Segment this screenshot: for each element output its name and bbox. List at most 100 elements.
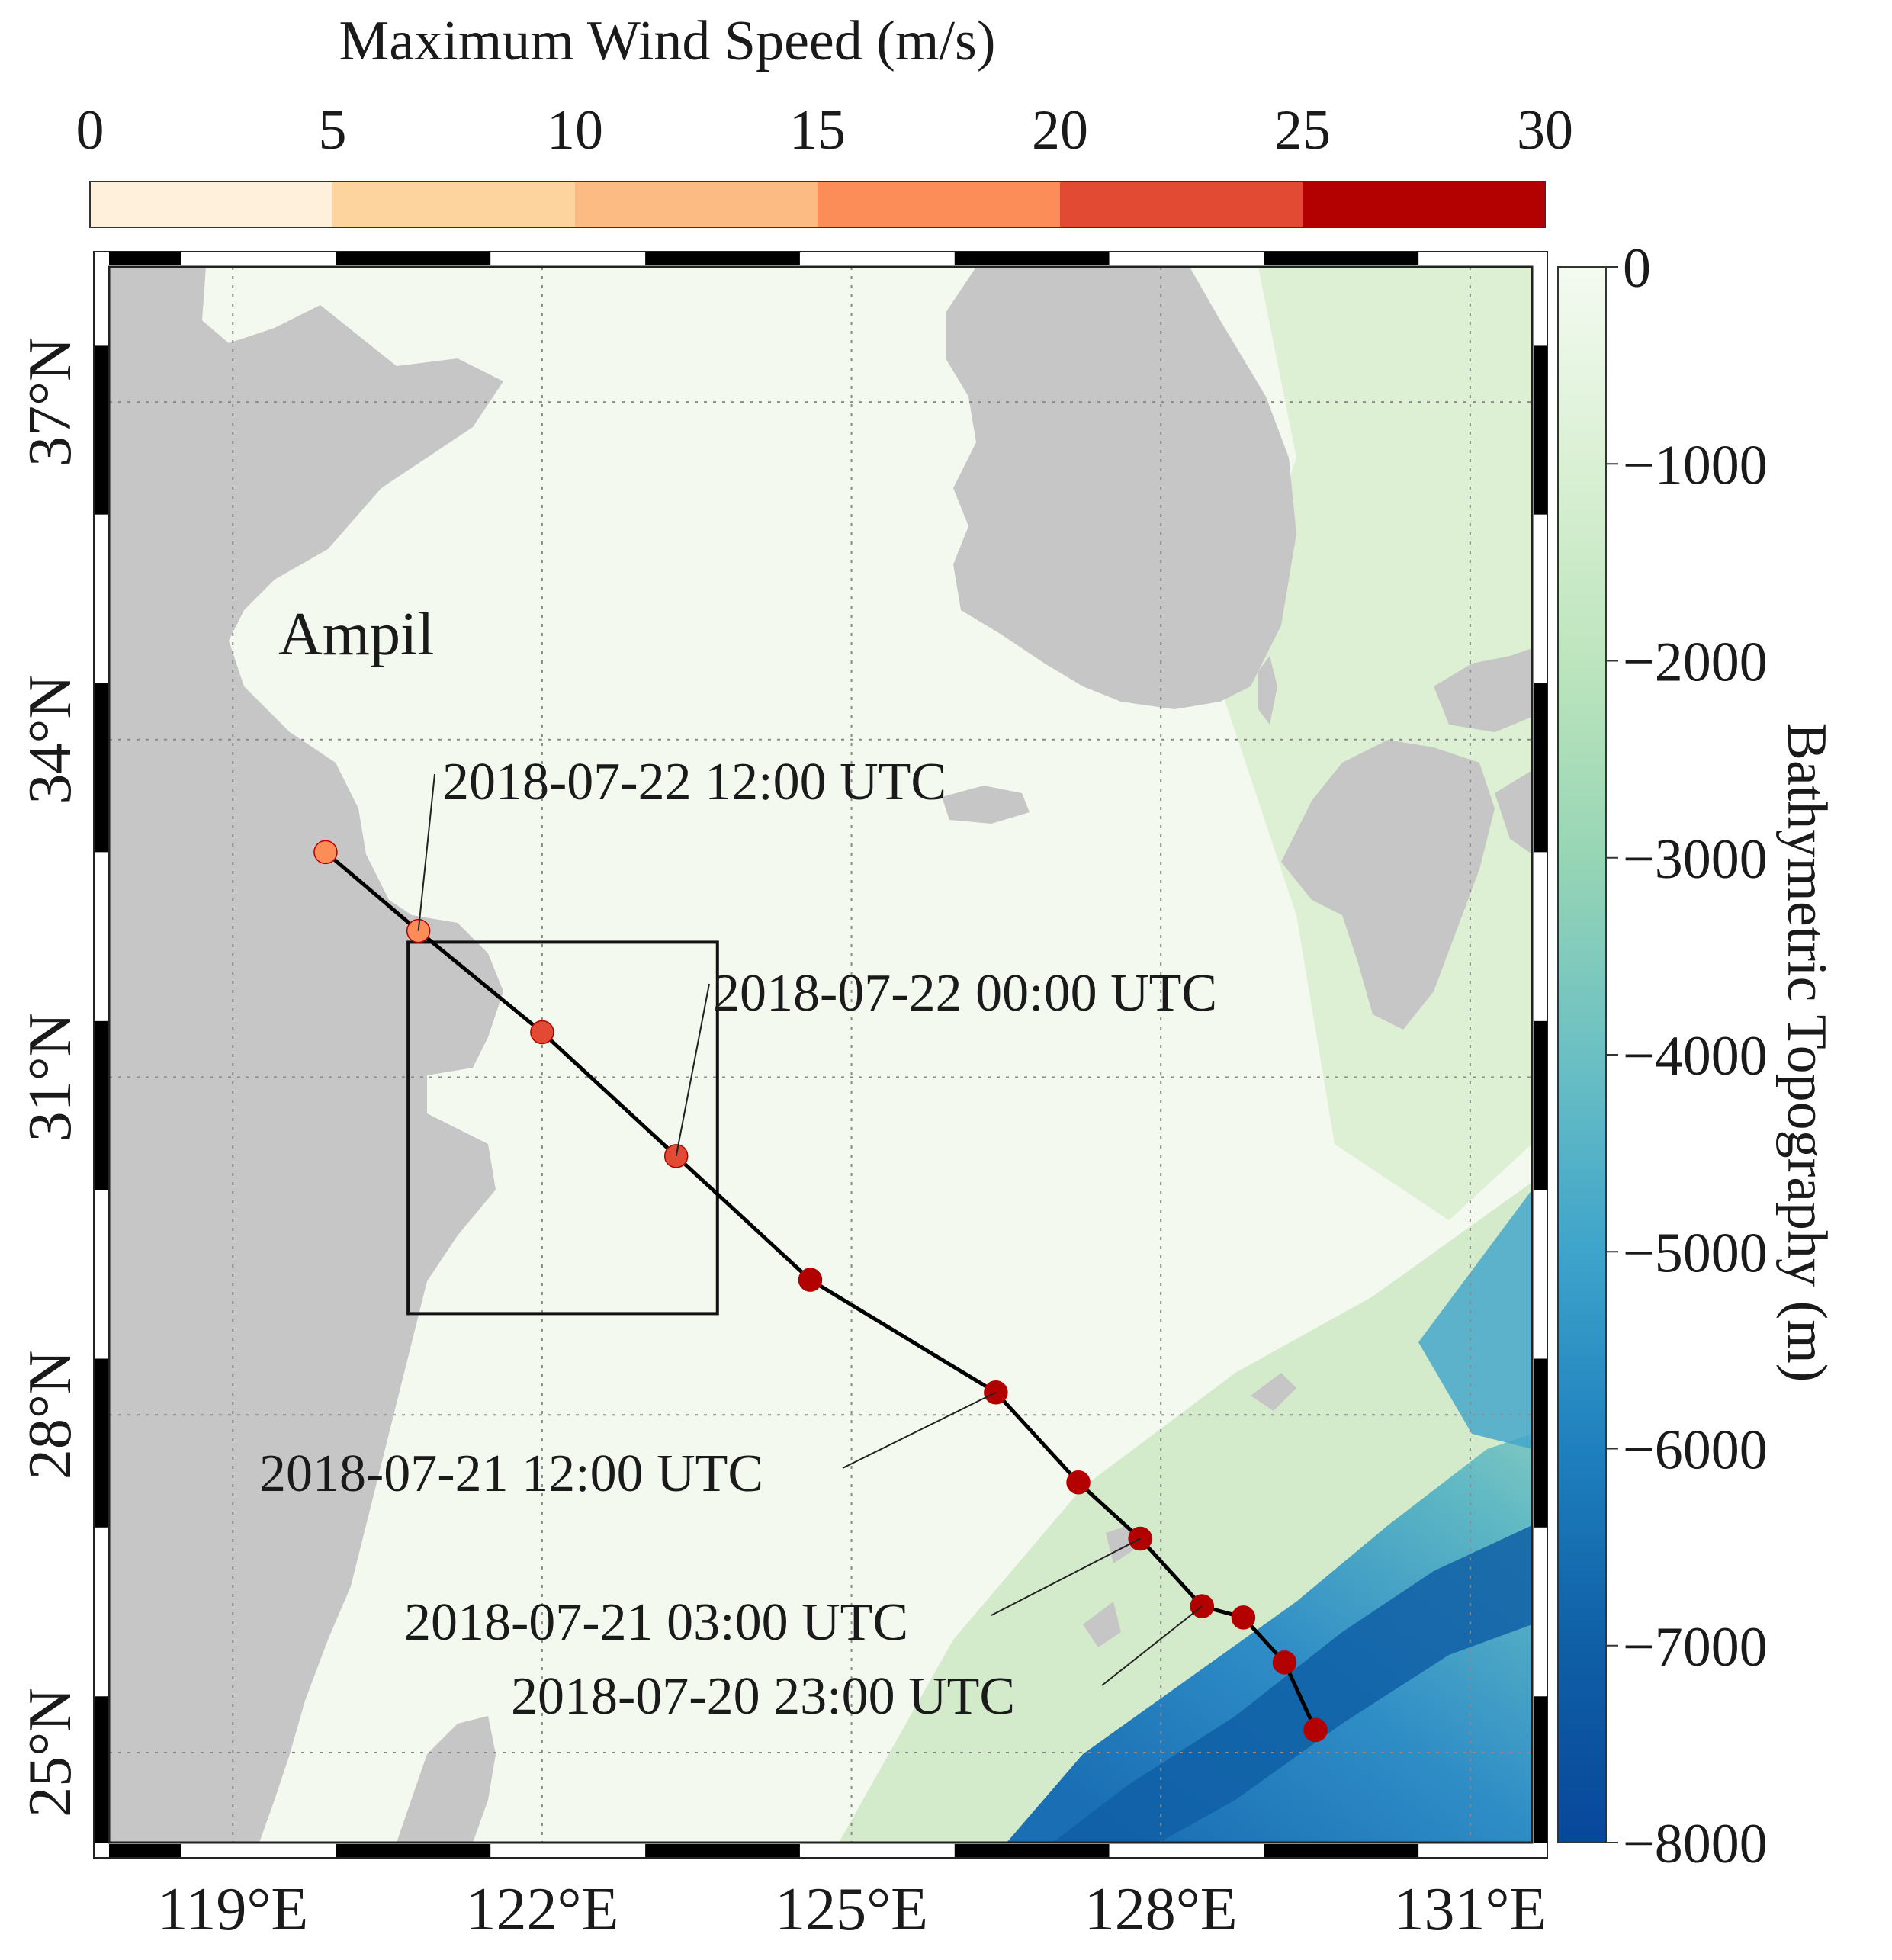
ryukyu-islands-2: [1106, 1525, 1136, 1563]
longitude-tick-labels: 119°E 122°E 125°E 128°E 131°E: [157, 1876, 1547, 1943]
annotation-leader-line: [991, 1537, 1141, 1616]
frame-segment-right: [1534, 1696, 1547, 1843]
frame-segment-bottom: [1109, 1844, 1264, 1858]
bathymetry-tick-label: 0: [1623, 237, 1651, 300]
track-point: [798, 1268, 823, 1292]
track-point: [1272, 1650, 1297, 1675]
storm-name-label: Ampil: [278, 601, 434, 668]
frame-segment-top: [1109, 252, 1264, 265]
map-frame: [93, 251, 1548, 1859]
track-time-label: 2018-07-21 12:00 UTC: [259, 1444, 763, 1503]
track-point: [1303, 1717, 1328, 1743]
tsushima-island: [1258, 656, 1277, 725]
latitude-tick-label: 25°N: [17, 1688, 84, 1817]
wind-colorbar-tick-label: 25: [1274, 99, 1331, 162]
track-annotations: 2018-07-22 12:00 UTC 2018-07-22 00:00 UTC…: [259, 753, 1217, 1726]
study-area-box: [406, 940, 719, 1316]
wind-colorbar-bin-3: [818, 182, 1060, 227]
taiwan-island: [397, 1716, 496, 1843]
frame-segment-right: [1534, 1190, 1547, 1359]
track-point: [1231, 1605, 1256, 1630]
frame-segment-top: [954, 252, 1110, 265]
china-mainland: [109, 267, 503, 1843]
frame-segment-bottom: [181, 1844, 336, 1858]
frame-segment-bottom: [490, 1844, 646, 1858]
frame-segment-left: [94, 514, 108, 684]
track-time-label: 2018-07-21 03:00 UTC: [404, 1593, 908, 1652]
frame-segment-bottom: [1418, 1844, 1532, 1858]
latitude-tick-label: 37°N: [17, 337, 84, 467]
frame-segment-right: [1534, 267, 1547, 346]
bathymetry-tick-label: −4000: [1623, 1025, 1768, 1088]
latitude-tick-label: 28°N: [17, 1350, 84, 1480]
frame-segment-top: [490, 252, 646, 265]
frame-segment-right: [1534, 1020, 1547, 1190]
track-point: [1066, 1470, 1091, 1495]
bathymetry-tick-label: −6000: [1623, 1419, 1768, 1482]
frame-segment-left: [94, 1020, 108, 1190]
frame-segment-bottom: [954, 1844, 1110, 1858]
wind-colorbar-frame: [89, 181, 1546, 228]
track-point: [313, 840, 338, 865]
bathymetry-tick-label: −1000: [1623, 434, 1768, 496]
frame-segment-left: [94, 1190, 108, 1359]
frame-segment-left: [94, 852, 108, 1021]
wind-colorbar-bins: [90, 182, 1545, 227]
ryukyu-islands-1: [1251, 1373, 1296, 1411]
frame-segment-bottom: [1264, 1844, 1419, 1858]
track-time-label: 2018-07-22 12:00 UTC: [442, 753, 946, 811]
wind-speed-colorbar: Maximum Wind Speed (m/s) 0 5 10 15 20 25 30: [76, 10, 1574, 228]
frame-segment-bottom: [109, 1844, 181, 1858]
korean-peninsula: [946, 267, 1296, 709]
frame-segment-right: [1534, 514, 1547, 684]
map-panel: Ampil 2018-07-22 12:00 UTC 2018-07-22 00:…: [17, 251, 1548, 1943]
bathymetry-tick-label: −8000: [1623, 1813, 1768, 1875]
annotation-leader-line: [842, 1391, 997, 1469]
frame-segment-left: [94, 683, 108, 853]
japan-kyushu: [1281, 740, 1495, 1030]
wind-colorbar-tick-label: 0: [76, 99, 104, 162]
latitude-tick-label: 34°N: [17, 675, 84, 805]
frame-segment-right: [1534, 1527, 1547, 1697]
annotation-leader-line: [675, 983, 710, 1157]
map-gridlines: [109, 267, 1532, 1843]
longitude-tick-label: 131°E: [1393, 1876, 1547, 1943]
frame-segment-right: [1534, 852, 1547, 1021]
annotation-leader-line: [1101, 1605, 1203, 1686]
wind-colorbar-bin-1: [332, 182, 575, 227]
frame-segment-right: [1534, 345, 1547, 515]
japan-honshu: [1434, 648, 1532, 732]
frame-segment-top: [1418, 252, 1532, 265]
frame-segment-top: [181, 252, 336, 265]
track-time-label: 2018-07-22 00:00 UTC: [713, 964, 1217, 1023]
ocean-shelf-shading: [1220, 267, 1532, 1220]
wind-colorbar-ticks: 0 5 10 15 20 25 30: [76, 99, 1574, 162]
frame-segment-left: [94, 1358, 108, 1528]
longitude-tick-label: 119°E: [157, 1876, 308, 1943]
ocean-trench-deep: [1007, 1434, 1532, 1843]
frame-segment-top: [645, 252, 800, 265]
bathymetry-tick-label: −2000: [1623, 631, 1768, 694]
map-border: [108, 265, 1534, 1844]
bathymetry-tick-label: −7000: [1623, 1616, 1768, 1679]
latitude-tick-labels: 25°N 28°N 31°N 34°N 37°N: [17, 337, 84, 1817]
wind-colorbar-tick-label: 5: [319, 99, 347, 162]
frame-outer-border: [93, 251, 1548, 1859]
frame-segment-top: [109, 252, 181, 265]
wind-colorbar-bin-4: [1060, 182, 1303, 227]
wind-colorbar-bin-5: [1303, 182, 1545, 227]
ocean-trench-axis: [1052, 1525, 1532, 1843]
latitude-tick-label: 31°N: [17, 1013, 84, 1142]
land-masses: [109, 267, 1532, 1843]
frame-segment-left: [94, 1696, 108, 1843]
frame-segment-right: [1534, 683, 1547, 853]
frame-segment-bottom: [799, 1844, 955, 1858]
frame-segment-top: [799, 252, 955, 265]
longitude-tick-label: 128°E: [1084, 1876, 1238, 1943]
frame-segment-top: [1264, 252, 1419, 265]
wind-colorbar-title: Maximum Wind Speed (m/s): [339, 10, 996, 72]
jeju-island: [942, 786, 1030, 824]
bathymetry-colorbar-bar: [1557, 266, 1607, 1843]
wind-colorbar-tick-label: 20: [1032, 99, 1088, 162]
frame-segment-left: [94, 1527, 108, 1697]
